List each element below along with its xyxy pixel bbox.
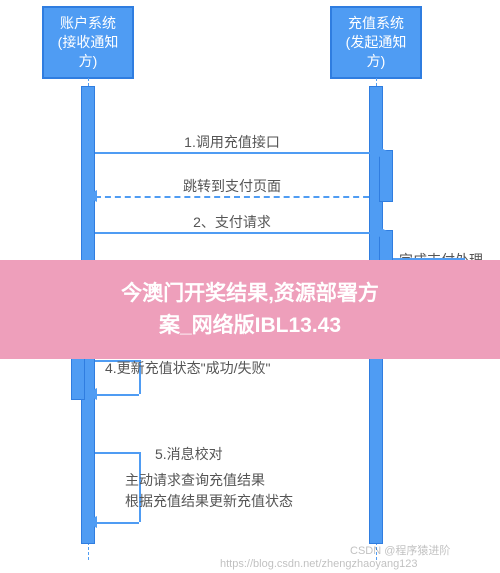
return-1-line bbox=[95, 196, 379, 198]
overlay-line: 案_网络版IBL13.43 bbox=[10, 310, 490, 342]
watermark: https://blog.csdn.net/zhengzhaoyang123 bbox=[220, 558, 418, 570]
message-2-line bbox=[95, 232, 379, 234]
arrow-left-icon bbox=[85, 516, 97, 528]
participant-account-system: 账户系统 (接收通知 方) bbox=[42, 6, 134, 79]
message-4-label: 4.更新充值状态"成功/失败" bbox=[105, 358, 271, 378]
participant-title: (接收通知 bbox=[48, 33, 128, 52]
self-message-5-line bbox=[95, 452, 139, 454]
activation-left-update bbox=[71, 356, 85, 400]
arrow-left-icon bbox=[85, 190, 97, 202]
participant-title: 方) bbox=[48, 52, 128, 71]
message-1-label: 1.调用充值接口 bbox=[95, 132, 369, 152]
self-message-5-line bbox=[95, 522, 139, 524]
watermark: CSDN @程序猿进阶 bbox=[350, 542, 450, 558]
note-line: 根据充值结果更新充值状态 bbox=[125, 491, 293, 512]
return-1-label: 跳转到支付页面 bbox=[95, 176, 369, 196]
participant-title: 方) bbox=[336, 52, 416, 71]
arrow-right-icon bbox=[377, 226, 389, 238]
message-1-line bbox=[95, 152, 379, 154]
arrow-left-icon bbox=[85, 388, 97, 400]
message-2-label: 2、支付请求 bbox=[95, 212, 369, 232]
arrow-right-icon bbox=[377, 146, 389, 158]
participant-title: (发起通知 bbox=[336, 33, 416, 52]
note-line: 主动请求查询充值结果 bbox=[125, 470, 293, 491]
overlay-banner: 今澳门开奖结果,资源部署方 案_网络版IBL13.43 bbox=[0, 260, 500, 359]
message-5-label: 5.消息校对 bbox=[155, 444, 223, 464]
participant-title: 充值系统 bbox=[336, 14, 416, 33]
self-message-4-line bbox=[95, 394, 139, 396]
participant-recharge-system: 充值系统 (发起通知 方) bbox=[330, 6, 422, 79]
overlay-line: 今澳门开奖结果,资源部署方 bbox=[10, 278, 490, 310]
participant-title: 账户系统 bbox=[48, 14, 128, 33]
note-block: 主动请求查询充值结果 根据充值结果更新充值状态 bbox=[125, 470, 293, 512]
